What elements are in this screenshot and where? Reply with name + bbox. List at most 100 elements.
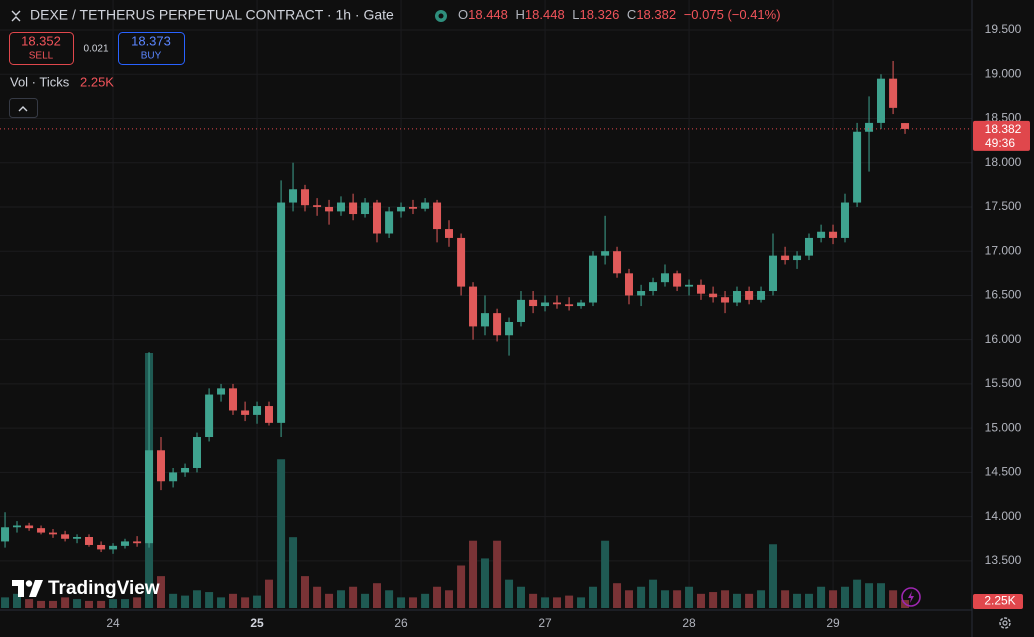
buy-label[interactable]: BUY	[141, 51, 162, 62]
x-tick-label: 27	[538, 616, 552, 630]
volume-bar	[840, 586, 849, 608]
candle-body	[781, 255, 790, 261]
volume-bar	[660, 590, 669, 608]
candle-body	[421, 202, 430, 209]
candle-body	[73, 537, 82, 539]
x-tick-label: 29	[826, 616, 840, 630]
volume-bar	[264, 579, 273, 608]
low-label: L	[572, 7, 579, 22]
buy-price[interactable]: 18.373	[131, 33, 171, 48]
gear-ring[interactable]	[999, 617, 1011, 629]
candle-body	[169, 472, 178, 482]
sell-label[interactable]: SELL	[29, 51, 54, 62]
y-tick-label: 17.500	[985, 199, 1022, 213]
volume-bar	[817, 586, 826, 608]
volume-bar	[804, 593, 813, 608]
volume-legend-label: Vol · Ticks	[10, 74, 70, 89]
candle-body	[433, 202, 442, 230]
candle-body	[457, 237, 466, 287]
volume-bar	[732, 593, 741, 608]
candle-body	[12, 525, 21, 528]
candle-body	[757, 291, 766, 300]
volume-bar	[529, 593, 538, 608]
volume-bar	[865, 583, 874, 608]
y-tick-label: 15.000	[985, 420, 1022, 434]
volume-bar	[48, 600, 57, 608]
candle-body	[217, 388, 226, 395]
volume-bar	[397, 597, 406, 608]
open-value: 18.448	[468, 7, 508, 22]
volume-bar	[349, 586, 358, 608]
candle-body	[385, 211, 394, 234]
sell-box[interactable]	[9, 32, 74, 65]
candle-body	[372, 202, 381, 234]
volume-bar	[601, 540, 610, 608]
volume-bar	[565, 595, 574, 608]
candle-body	[469, 286, 478, 327]
sell-price[interactable]: 18.352	[21, 33, 61, 48]
candle-body	[529, 299, 538, 307]
spread: 0.021	[83, 44, 108, 55]
settings-icon[interactable]	[999, 617, 1011, 629]
gear-hub[interactable]	[1002, 620, 1008, 626]
volume-bar	[217, 597, 226, 608]
volume-bar	[829, 590, 838, 608]
volume-bar	[421, 593, 430, 608]
volume-bar	[277, 459, 286, 608]
y-tick-label: 16.000	[985, 332, 1022, 346]
candle-body	[349, 202, 358, 215]
chevron-icon[interactable]	[18, 106, 28, 112]
candle-body	[228, 388, 237, 411]
candle-body	[817, 231, 826, 238]
volume-bar	[361, 593, 370, 608]
candle-body	[588, 255, 597, 303]
market-status-dot	[438, 13, 444, 19]
candle-body	[613, 251, 622, 274]
volume-bar	[169, 593, 178, 608]
candle-body	[145, 450, 154, 544]
candle-body	[313, 205, 322, 207]
candle-body	[505, 321, 514, 336]
collapse-button[interactable]	[9, 98, 38, 118]
candle-body	[660, 273, 669, 283]
volume-bar	[336, 590, 345, 608]
volume-bar	[480, 558, 489, 608]
close-value: 18.382	[636, 7, 676, 22]
alert-ring[interactable]	[901, 587, 921, 607]
candle-body	[552, 302, 561, 305]
buy-button[interactable]: 18.373 BUY	[118, 32, 185, 65]
volume-bar	[889, 590, 898, 608]
volume-bar	[853, 579, 862, 608]
candle-body	[721, 297, 730, 303]
high-value: 18.448	[525, 7, 565, 22]
volume-bar	[205, 592, 214, 608]
candle-body	[853, 131, 862, 203]
candle-body	[876, 78, 885, 123]
candle-body	[889, 78, 898, 108]
alert-bolt[interactable]	[908, 591, 914, 603]
y-tick-label: 18.000	[985, 155, 1022, 169]
buy-box[interactable]	[118, 32, 185, 65]
y-tick-label: 16.500	[985, 288, 1022, 302]
candle-body	[61, 534, 70, 539]
volume-bar	[241, 597, 250, 608]
y-tick-label: 17.000	[985, 243, 1022, 257]
brand-name: TradingView	[48, 578, 160, 599]
candle-body	[408, 206, 417, 209]
volume-bar	[433, 586, 442, 608]
sell-button[interactable]: 18.352 SELL	[9, 32, 74, 65]
candle-body	[901, 123, 910, 129]
candle-body	[1, 527, 10, 542]
candle-body	[37, 528, 46, 533]
volume-bar	[133, 597, 142, 608]
volume-bar	[313, 586, 322, 608]
candle-body	[48, 532, 57, 535]
candle-body	[768, 255, 777, 292]
candle-body	[577, 302, 586, 307]
candle-body	[480, 313, 489, 327]
low-value: 18.326	[580, 7, 620, 22]
candle-body	[84, 537, 93, 545]
alert-icon[interactable]	[901, 587, 921, 607]
volume-bar	[709, 592, 718, 608]
candle-body	[397, 206, 406, 212]
